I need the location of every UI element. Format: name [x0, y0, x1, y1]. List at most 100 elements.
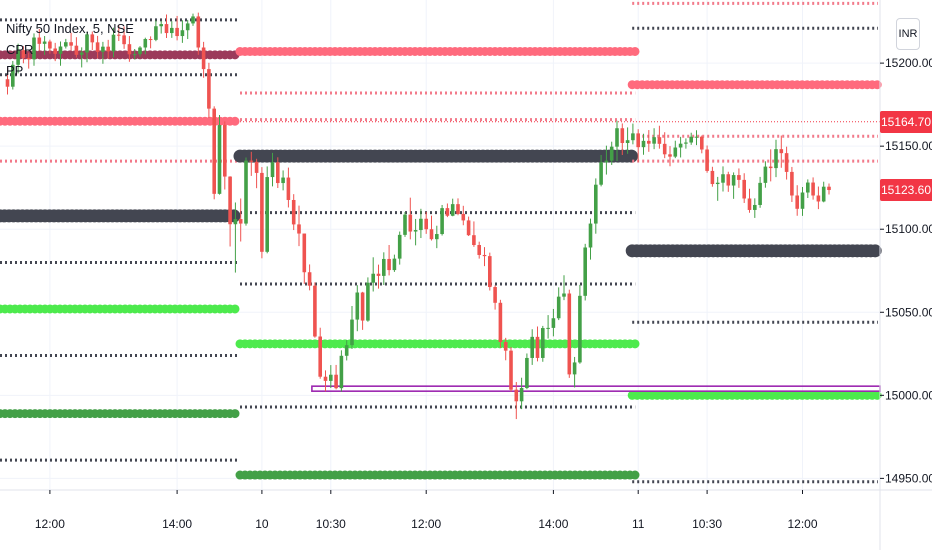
candle-body	[101, 46, 105, 52]
candle-body	[779, 149, 784, 154]
candle-body	[715, 182, 720, 185]
candle-body	[249, 160, 254, 162]
candle-body	[138, 47, 142, 55]
price-tick-label: 15000.00	[885, 388, 932, 402]
candle-body	[620, 128, 625, 144]
candle-body	[387, 258, 391, 271]
price-tick-label: 14950.00	[885, 471, 932, 485]
candle-body	[276, 162, 280, 184]
candle-body	[244, 160, 248, 224]
candle-body	[148, 39, 153, 41]
candle-body	[191, 16, 195, 24]
candle-body	[413, 230, 418, 232]
candle-body	[556, 296, 561, 319]
candle-body	[85, 34, 89, 53]
candle-body	[424, 218, 428, 230]
price-tag-last-price: 15123.60	[880, 179, 932, 202]
candle-body	[154, 26, 158, 40]
candle-body	[26, 57, 31, 60]
candle-body	[344, 345, 349, 356]
candle-body	[784, 153, 789, 172]
price-axis: 15200.00 15150.00 15100.00 15050.00 15000.00…	[879, 0, 932, 550]
candle-body	[790, 171, 794, 196]
candle-body	[429, 229, 434, 240]
time-tick-label: 11	[632, 517, 645, 531]
candle-body	[180, 30, 185, 37]
candle-body	[514, 389, 519, 402]
candle-body	[281, 177, 285, 184]
candle-body	[609, 146, 614, 161]
candle-body	[339, 355, 344, 389]
candle-body	[64, 42, 68, 47]
candle-body	[382, 258, 386, 276]
candle-body	[16, 50, 20, 65]
candle-body	[297, 224, 301, 234]
candle-body	[58, 46, 63, 54]
candle-body	[5, 79, 10, 87]
candle-body	[233, 219, 238, 225]
candle-body	[673, 147, 678, 157]
candle-body	[678, 143, 683, 148]
price-tag-level: 15164.70	[880, 110, 932, 133]
candle-body	[525, 357, 529, 389]
candle-body	[535, 336, 540, 358]
currency-button[interactable]: INR	[896, 18, 920, 50]
candle-body	[106, 46, 110, 52]
candle-body	[530, 336, 534, 358]
candle-body	[450, 204, 455, 216]
candle-body	[323, 376, 328, 381]
price-tick-label: 15050.00	[885, 305, 932, 319]
candle-body	[371, 273, 375, 283]
candle-body	[95, 42, 100, 52]
candle-body	[509, 350, 513, 390]
candle-body	[641, 140, 646, 148]
candle-body	[11, 64, 15, 87]
candle-body	[689, 136, 693, 143]
candle-body	[456, 204, 460, 214]
symbol-title[interactable]: Nifty 50 Index, 5, NSE	[6, 21, 134, 36]
candle-body	[604, 160, 609, 163]
candle-body	[228, 176, 232, 225]
candle-body	[731, 175, 736, 186]
candle-body	[185, 23, 190, 31]
candle-body	[572, 362, 577, 375]
candle-body	[164, 24, 169, 34]
candle-body	[270, 162, 275, 178]
candle-body	[127, 44, 132, 55]
candle-body	[175, 27, 179, 37]
candle-body	[795, 195, 799, 209]
candle-body	[350, 319, 354, 346]
candle-body	[170, 27, 174, 34]
candle-body	[806, 182, 810, 193]
candle-body	[223, 125, 227, 177]
candle-body	[37, 37, 42, 44]
candle-body	[74, 45, 79, 55]
indicator-cpr-label[interactable]: CPR	[6, 42, 34, 57]
candle-body	[48, 41, 52, 49]
candle-body	[588, 223, 593, 248]
candle-body	[662, 143, 667, 155]
candle-body	[800, 192, 805, 209]
candle-body	[737, 175, 741, 180]
candle-body	[684, 142, 688, 144]
time-tick-label: 10	[255, 517, 269, 531]
candle-body	[827, 186, 831, 191]
time-tick-label: 14:00	[162, 517, 192, 531]
candle-body	[811, 182, 815, 196]
candle-body	[286, 177, 291, 200]
candle-body	[196, 16, 201, 48]
candle-body	[472, 235, 476, 245]
candles	[5, 12, 831, 420]
candle-body	[647, 140, 651, 144]
candle-body	[652, 137, 656, 144]
indicator-pp-label[interactable]: PP	[6, 63, 24, 78]
candle-body	[567, 293, 572, 375]
candle-body	[32, 37, 36, 60]
candle-body	[53, 48, 57, 54]
candle-body	[625, 140, 630, 144]
candle-body	[69, 42, 73, 46]
candle-body	[143, 39, 148, 48]
candle-body	[217, 125, 222, 194]
